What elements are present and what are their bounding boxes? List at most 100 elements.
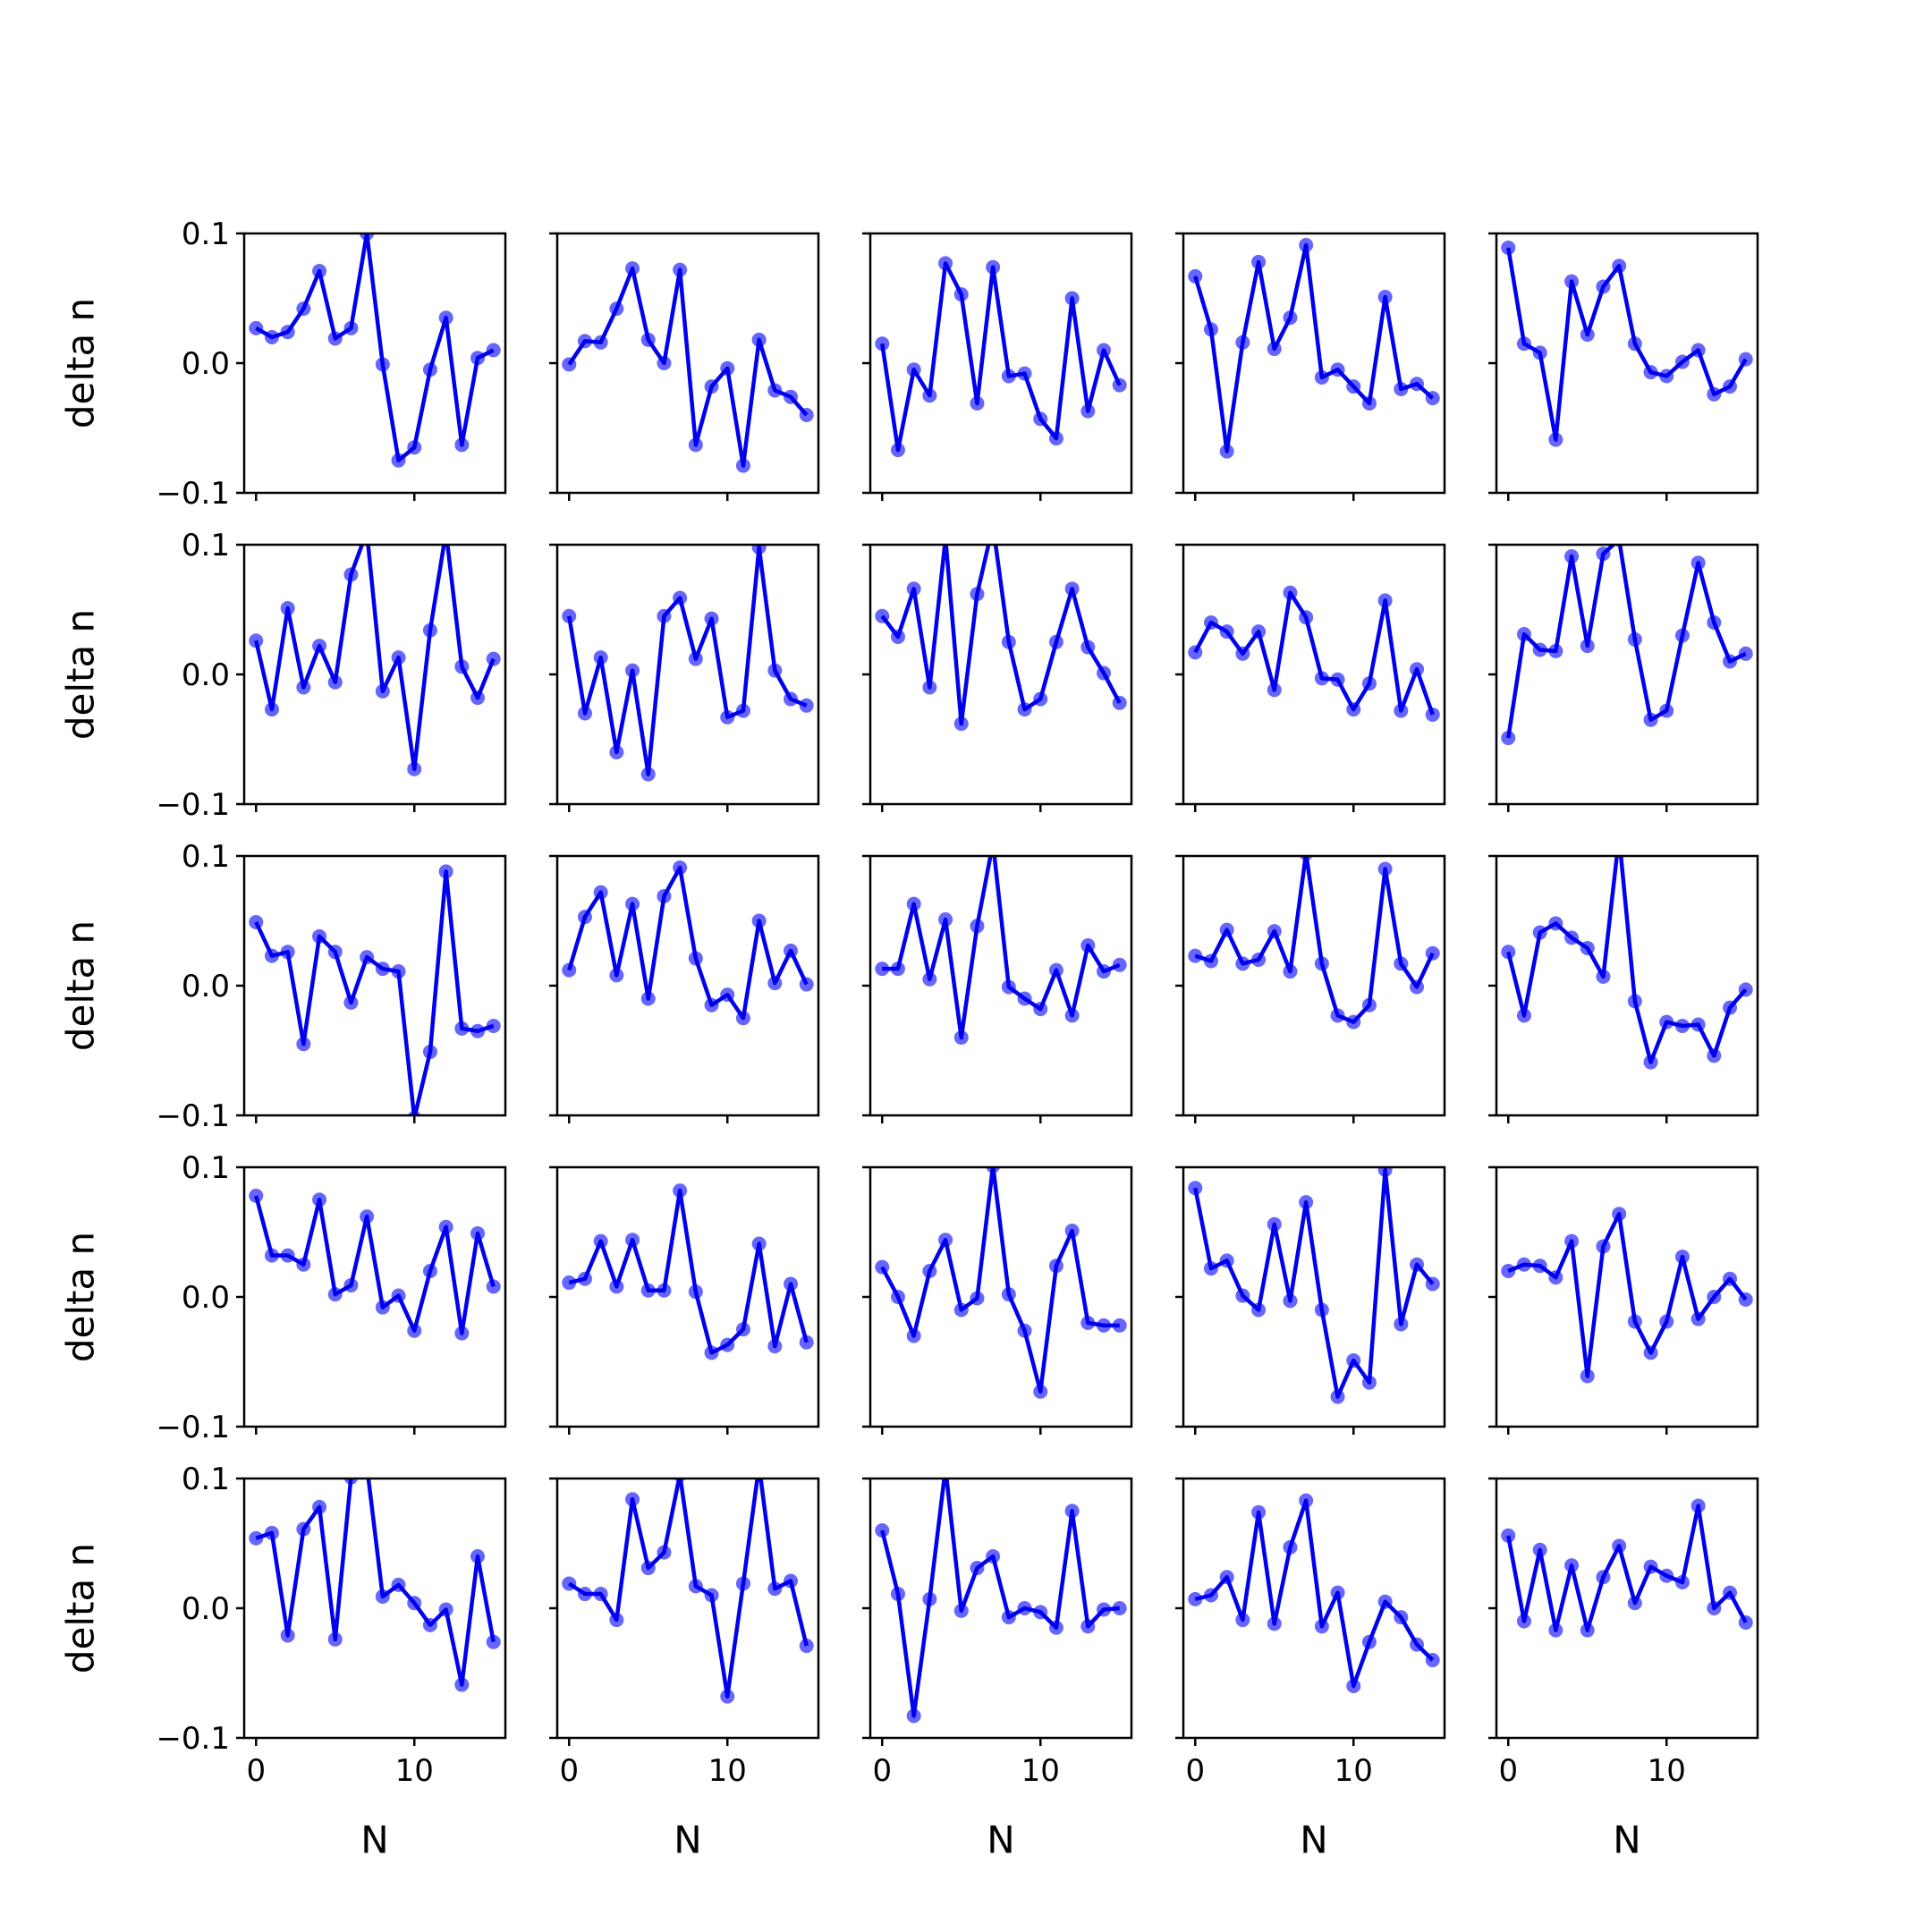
series-line xyxy=(568,1479,809,1699)
series-line xyxy=(1193,590,1435,716)
subplot-r1-c2 xyxy=(549,232,820,501)
y-tick-label: −0.1 xyxy=(156,1098,230,1134)
y-tick-label: −0.1 xyxy=(156,1410,230,1445)
series-group xyxy=(1501,1498,1753,1638)
subplot-r5-c3: 0 10N xyxy=(862,1477,1133,1862)
x-tick-label: 10 xyxy=(1648,1753,1686,1789)
subplot-r4-c1: −0.1 0.0 0.1 delta n xyxy=(59,1150,507,1445)
series-line xyxy=(254,869,495,1115)
series-line xyxy=(880,545,1122,726)
series-line xyxy=(1193,242,1435,453)
series-line xyxy=(567,545,808,776)
series-line xyxy=(1506,1504,1748,1632)
y-tick-label: 0.1 xyxy=(182,1462,230,1497)
x-tick-label: 0 xyxy=(872,1753,892,1789)
subplot-r5-c4: 0 10N xyxy=(1175,1477,1446,1862)
subplot-r1-c4 xyxy=(1175,232,1446,501)
y-tick-label: 0.1 xyxy=(182,1150,230,1186)
subplot-r2-c3 xyxy=(862,543,1133,812)
subplot-r3-c1: −0.1 0.0 0.1 delta n xyxy=(59,839,507,1134)
subplot-r4-c3 xyxy=(862,1165,1133,1435)
y-tick-label: 0.1 xyxy=(182,839,230,875)
series-group xyxy=(1188,856,1440,1030)
x-tick-label: 0 xyxy=(1498,1753,1518,1789)
series-group xyxy=(1188,238,1440,459)
x-axis-label: N xyxy=(1613,1818,1640,1862)
y-axis-label: delta n xyxy=(59,298,103,428)
series-group xyxy=(1501,1207,1753,1384)
series-line xyxy=(880,261,1122,453)
y-tick-label: 0.0 xyxy=(182,346,230,382)
series-group xyxy=(249,1479,501,1692)
y-tick-label: 0.0 xyxy=(182,969,230,1004)
x-axis-label: N xyxy=(360,1818,388,1862)
series-group xyxy=(249,233,501,468)
series-group xyxy=(249,545,501,776)
x-tick-label: 10 xyxy=(1335,1753,1373,1789)
series-line xyxy=(567,865,809,1021)
subplot-r1-c5 xyxy=(1488,232,1759,501)
x-tick-label: 10 xyxy=(1021,1753,1060,1789)
series-group xyxy=(1501,545,1753,746)
series-group xyxy=(875,256,1127,458)
x-tick-label: 0 xyxy=(246,1753,266,1789)
y-axis-label: delta n xyxy=(59,1543,103,1674)
subplot-r5-c5: 0 10N xyxy=(1488,1477,1759,1862)
series-line xyxy=(880,1167,1120,1394)
y-axis-label: delta n xyxy=(59,609,103,740)
series-line xyxy=(254,545,496,772)
series-group xyxy=(875,545,1127,732)
series-group xyxy=(1188,1493,1440,1693)
series-group xyxy=(875,856,1127,1045)
subplot-r1-c1: −0.1 0.0 0.1 delta n xyxy=(59,216,507,512)
subplot-r5-c2: 0 10N xyxy=(549,1477,820,1862)
y-tick-label: 0.0 xyxy=(182,657,230,693)
subplot-r3-c4 xyxy=(1175,854,1446,1123)
series-group xyxy=(562,545,814,782)
subplot-r2-c4 xyxy=(1175,543,1446,812)
subplot-r1-c3 xyxy=(862,232,1133,501)
series-group xyxy=(1501,856,1753,1070)
series-line xyxy=(1193,1167,1435,1399)
series-group xyxy=(562,1183,814,1360)
series-line xyxy=(567,266,809,468)
x-axis-label: N xyxy=(674,1818,701,1862)
series-line xyxy=(255,1479,496,1687)
series-group xyxy=(562,261,814,473)
subplot-r4-c4 xyxy=(1175,1165,1446,1435)
series-line xyxy=(882,856,1121,1040)
series-group xyxy=(1188,1167,1440,1404)
y-tick-label: 0.1 xyxy=(182,528,230,564)
series-line xyxy=(1506,856,1748,1064)
series-line xyxy=(1506,247,1748,442)
series-group xyxy=(875,1167,1127,1399)
y-tick-label: 0.0 xyxy=(182,1280,230,1316)
subplot-r2-c5 xyxy=(1488,543,1759,812)
subplot-r4-c5 xyxy=(1488,1165,1759,1435)
series-line xyxy=(568,1188,809,1355)
subplot-r3-c3 xyxy=(862,854,1133,1123)
series-group xyxy=(1188,585,1440,722)
y-tick-label: −0.1 xyxy=(156,1721,230,1757)
series-group xyxy=(249,1188,501,1341)
x-tick-label: 10 xyxy=(395,1753,434,1789)
series-group xyxy=(562,1479,814,1704)
y-tick-label: −0.1 xyxy=(156,476,230,512)
series-group xyxy=(562,860,814,1026)
x-tick-label: 10 xyxy=(708,1753,747,1789)
y-tick-label: −0.1 xyxy=(156,787,230,823)
series-line xyxy=(255,233,495,462)
series-line xyxy=(254,1195,496,1335)
y-axis-label: delta n xyxy=(59,1232,103,1362)
subplot-grid: −0.1 0.0 0.1 delta n −0.1 0.0 0.1 delta n −0.1 0.… xyxy=(59,216,1759,1862)
y-tick-label: 0.0 xyxy=(182,1591,230,1627)
x-tick-label: 0 xyxy=(1185,1753,1205,1789)
x-axis-label: N xyxy=(1300,1818,1327,1862)
series-line xyxy=(1194,1498,1435,1689)
subplot-r5-c1: 0 10 −0.1 0.0 0.1 delta n N xyxy=(59,1462,507,1862)
series-line xyxy=(880,1479,1120,1718)
subplot-r3-c5 xyxy=(1488,854,1759,1123)
series-group xyxy=(875,1479,1127,1724)
y-tick-label: 0.1 xyxy=(182,216,230,252)
